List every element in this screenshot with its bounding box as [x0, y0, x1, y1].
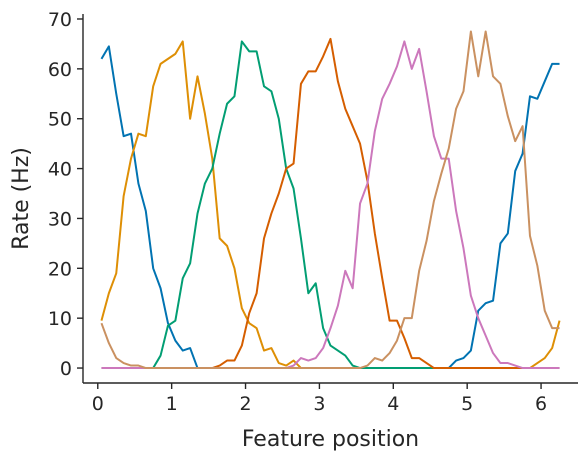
x-tick-label: 4 [387, 393, 399, 415]
y-tick-label: 30 [48, 208, 72, 230]
y-tick-label: 70 [48, 9, 72, 31]
series-line-6 [100, 30, 560, 370]
x-tick-label: 1 [166, 393, 178, 415]
x-axis-ticks: 0 1 2 3 4 5 6 [92, 383, 547, 415]
y-tick-label: 50 [48, 109, 72, 131]
y-axis-label: Rate (Hz) [9, 147, 34, 250]
axes [82, 14, 578, 384]
series-lines [100, 30, 561, 370]
series-line-3 [101, 40, 560, 370]
y-tick-label: 60 [48, 59, 72, 81]
y-tick-label: 20 [48, 258, 72, 280]
y-tick-label: 0 [60, 358, 72, 380]
series-line-2 [100, 40, 561, 370]
x-axis-label: Feature position [242, 427, 419, 452]
x-tick-label: 2 [239, 393, 251, 415]
y-tick-label: 10 [48, 308, 72, 330]
x-tick-label: 6 [535, 393, 547, 415]
x-tick-label: 5 [461, 393, 473, 415]
y-tick-label: 40 [48, 159, 72, 181]
x-tick-label: 0 [92, 393, 104, 415]
y-axis-ticks: 0 10 20 30 40 50 60 70 [48, 9, 83, 380]
series-line-4 [101, 37, 560, 370]
series-line-5 [101, 40, 560, 370]
series-line-1 [100, 45, 560, 370]
x-tick-label: 3 [313, 393, 325, 415]
